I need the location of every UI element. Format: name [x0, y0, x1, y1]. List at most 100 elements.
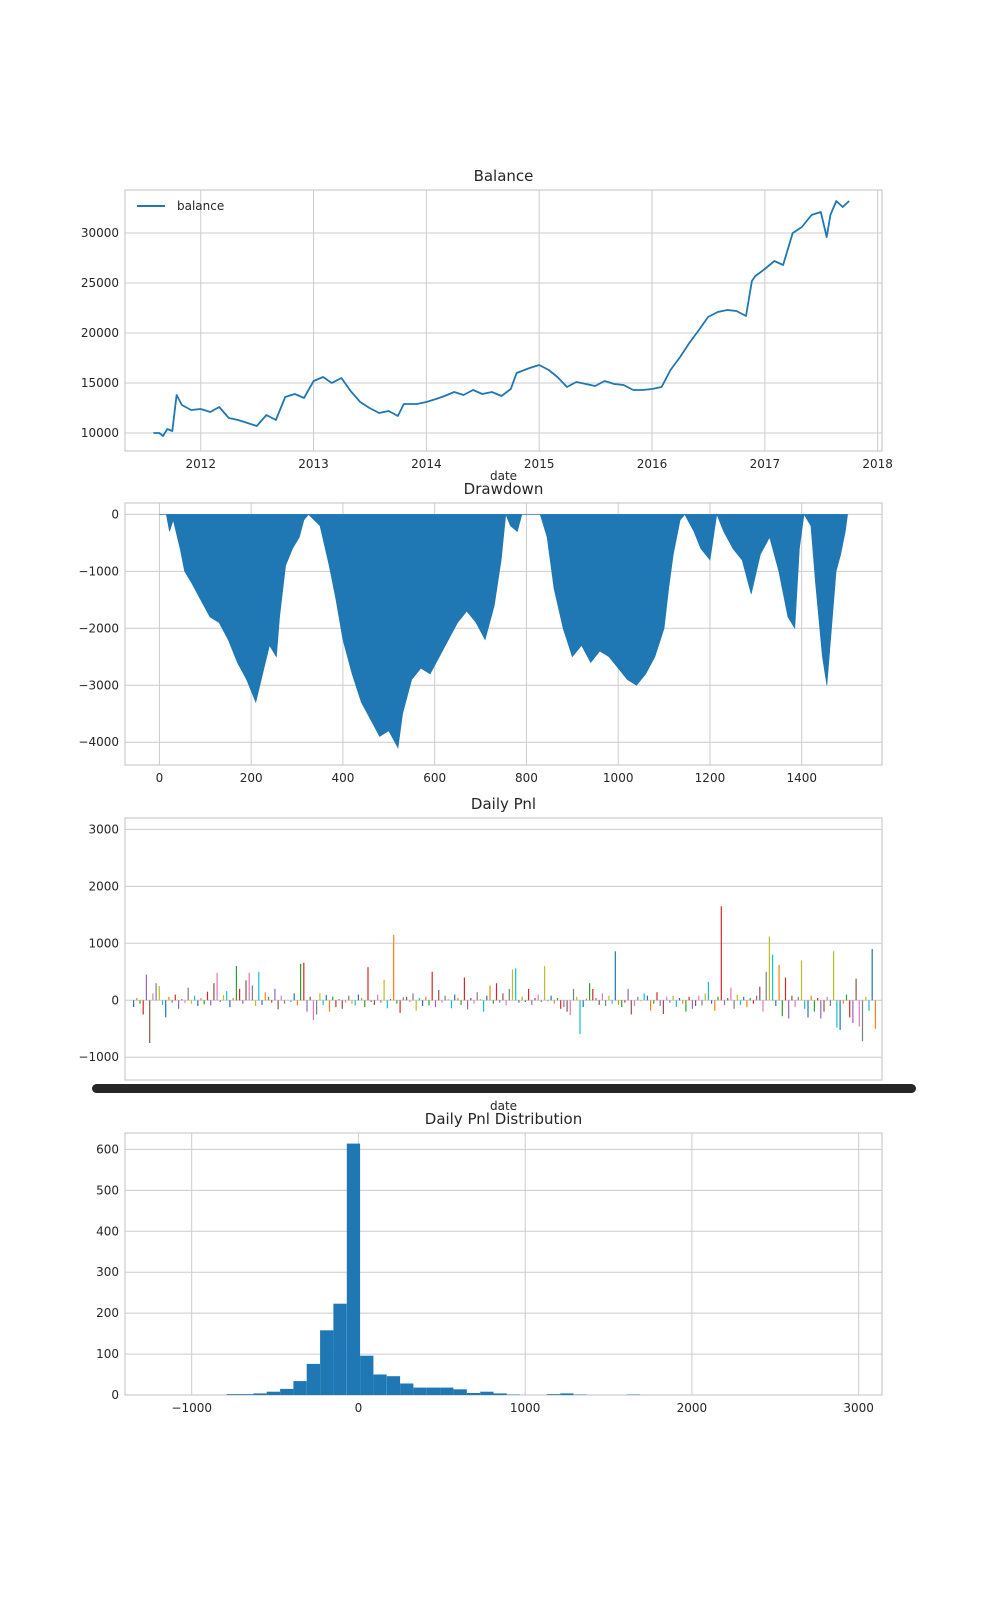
daily-pnl-y-tick-label: 3000	[88, 822, 119, 836]
daily-pnl-x-tick-labels-overlap	[92, 1084, 916, 1093]
daily-pnl-y-tick-label: −1000	[78, 1050, 119, 1064]
daily-pnl-bar	[428, 1000, 430, 1006]
drawdown-y-tick-label: 0	[111, 507, 119, 521]
balance-x-tick-label: 2012	[185, 457, 216, 471]
daily-pnl-bar	[704, 993, 706, 1001]
daily-pnl-bar	[717, 996, 719, 1001]
daily-pnl-bar	[361, 998, 363, 1001]
histogram-bar	[453, 1389, 467, 1395]
drawdown-x-tick-label: 1000	[603, 771, 634, 785]
daily-pnl-bar	[560, 1000, 562, 1009]
daily-pnl-bar	[402, 997, 404, 1001]
daily-pnl-bar	[181, 999, 183, 1001]
daily-pnl-bar	[608, 995, 610, 1001]
drawdown-x-tick-label: 400	[331, 771, 354, 785]
daily-pnl-bar	[544, 966, 546, 1001]
daily-pnl-bar	[537, 994, 539, 1001]
drawdown-x-tick-label: 1400	[786, 771, 817, 785]
daily-pnl-bar	[643, 993, 645, 1001]
histogram-bar	[333, 1303, 347, 1395]
daily-pnl-bar	[768, 936, 770, 1001]
daily-pnl-bar	[749, 998, 751, 1001]
daily-pnl-bar	[396, 1000, 398, 1004]
daily-pnl-bar	[669, 1000, 671, 1003]
daily-pnl-bar	[409, 1000, 411, 1002]
daily-pnl-bar	[637, 996, 639, 1001]
daily-pnl-bar	[235, 966, 237, 1001]
daily-pnl-bar	[383, 979, 385, 1001]
daily-pnl-bar	[556, 998, 559, 1001]
daily-pnl-bar	[791, 995, 793, 1001]
daily-pnl-bar	[393, 934, 395, 1001]
daily-pnl-bar	[399, 1000, 401, 1013]
drawdown-y-tick-label: −4000	[78, 735, 119, 749]
daily-pnl-bar	[502, 993, 504, 1001]
daily-pnl-bar	[592, 988, 594, 1001]
daily-pnl-bar	[174, 994, 176, 1001]
histogram-bar	[373, 1374, 387, 1395]
daily-pnl-bar	[810, 995, 812, 1001]
daily-pnl-bar	[283, 1000, 286, 1004]
daily-pnl-bar	[691, 1000, 693, 1009]
drawdown-x-tick-label: 600	[423, 771, 446, 785]
daily-pnl-bar	[662, 1000, 664, 1014]
daily-pnl-bar	[290, 1000, 292, 1002]
daily-pnl-bar	[858, 1000, 860, 1027]
daily-pnl-x-axis-label: date	[490, 1099, 517, 1113]
daily-pnl-bar	[261, 1000, 263, 1005]
pnl-distribution-y-tick-label: 500	[96, 1183, 119, 1197]
daily-pnl-bar	[293, 993, 295, 1001]
daily-pnl-bar	[479, 999, 481, 1001]
daily-pnl-bar	[727, 998, 729, 1001]
daily-pnl-bar	[650, 1000, 652, 1011]
daily-pnl-bar	[364, 1000, 366, 1008]
daily-pnl-bar	[190, 1000, 192, 1004]
daily-pnl-bar	[316, 1000, 318, 1015]
daily-pnl-bar	[434, 1000, 437, 1008]
balance-y-tick-label: 20000	[81, 326, 119, 340]
daily-pnl-bar	[239, 988, 241, 1001]
balance-y-tick-label: 10000	[81, 426, 119, 440]
daily-pnl-bar	[251, 985, 253, 1001]
daily-pnl-bar	[210, 1000, 212, 1006]
histogram-bar	[493, 1393, 507, 1395]
daily-pnl-bar	[219, 1000, 221, 1002]
daily-pnl-bar	[521, 996, 523, 1001]
daily-pnl-bar	[145, 974, 147, 1001]
daily-pnl-bar	[377, 994, 379, 1001]
daily-pnl-bar	[229, 1000, 231, 1008]
daily-pnl-frame	[124, 817, 883, 1081]
drawdown-x-tick-label: 0	[156, 771, 164, 785]
daily-pnl-bar	[736, 994, 738, 1001]
daily-pnl-bar	[861, 1000, 864, 1042]
daily-pnl-bar	[733, 1000, 735, 1009]
daily-pnl-bar	[675, 1000, 677, 1008]
daily-pnl-bar	[868, 1000, 870, 1011]
pnl-distribution-x-tick-label: 3000	[843, 1401, 874, 1415]
histogram-bar	[400, 1383, 414, 1395]
daily-pnl-bar	[775, 1000, 777, 1006]
daily-pnl-bar	[431, 971, 433, 1001]
daily-pnl-bar	[495, 983, 498, 1001]
daily-pnl-bar	[296, 1000, 298, 1006]
daily-pnl-bar	[595, 998, 597, 1001]
histogram-bar	[386, 1376, 401, 1395]
daily-pnl-bar	[800, 960, 803, 1001]
daily-pnl-bar	[633, 1000, 636, 1006]
daily-pnl-bar	[688, 996, 690, 1001]
daily-pnl-bar	[698, 995, 700, 1001]
histogram-bar	[346, 1143, 361, 1395]
daily-pnl-bar	[518, 1000, 520, 1003]
daily-pnl-bar	[833, 951, 835, 1001]
balance-x-tick-label: 2015	[524, 457, 555, 471]
daily-pnl-bar	[563, 1000, 565, 1008]
daily-pnl-bar	[624, 1000, 626, 1003]
daily-pnl-bar	[450, 1000, 453, 1009]
daily-pnl-bar	[659, 1000, 661, 1006]
histogram-bar	[466, 1393, 481, 1395]
daily-pnl-bar	[781, 1000, 783, 1017]
daily-pnl-bar	[245, 980, 247, 1001]
daily-pnl-bar	[813, 1000, 815, 1012]
balance-x-tick-label: 2018	[862, 457, 893, 471]
histogram-bar	[440, 1387, 454, 1395]
